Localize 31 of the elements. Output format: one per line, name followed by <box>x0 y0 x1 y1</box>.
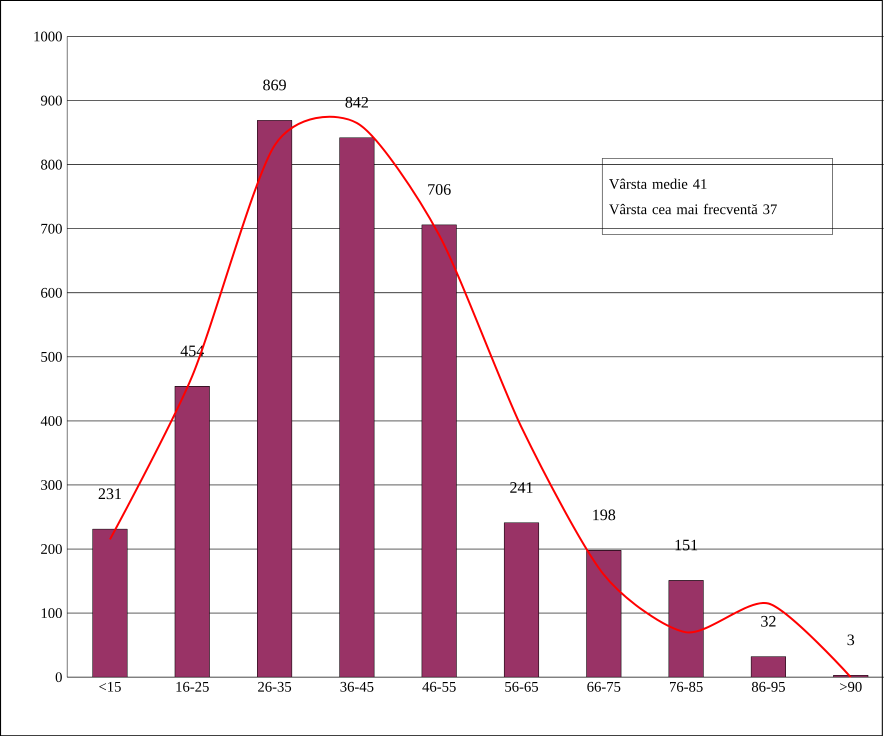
y-tick-label: 300 <box>41 480 62 490</box>
x-tick-label: 76-85 <box>670 682 703 692</box>
x-tick-label: 86-95 <box>752 682 785 692</box>
y-tick-label: 700 <box>41 224 62 234</box>
data-label: 869 <box>263 79 286 90</box>
x-tick-label: 66-75 <box>587 682 620 692</box>
x-tick-label: >90 <box>840 682 862 692</box>
data-label: 706 <box>428 184 451 195</box>
y-tick-label: 900 <box>40 95 62 106</box>
y-tick-label: 600 <box>41 288 62 298</box>
data-label: 32 <box>761 616 776 626</box>
y-tick-label: 1000 <box>34 31 62 42</box>
data-label: 151 <box>676 540 698 550</box>
y-tick-label: 0 <box>56 672 62 682</box>
x-tick-label: <15 <box>99 682 121 692</box>
y-tick-label: 400 <box>40 416 62 426</box>
data-label: 3 <box>848 634 854 646</box>
data-label: 231 <box>98 488 121 499</box>
x-tick-label: 16-25 <box>176 682 209 692</box>
x-tick-label: 56-65 <box>505 682 538 692</box>
y-tick-label: 800 <box>41 160 62 170</box>
y-tick-label: 500 <box>41 352 62 362</box>
annotation: Vârsta cea mai frecventă 37 <box>609 204 777 214</box>
annotation: Vârsta medie 41 <box>609 178 706 189</box>
x-tick-label: 26-35 <box>258 682 292 692</box>
data-label: 241 <box>510 482 533 493</box>
y-tick-label: 200 <box>41 544 62 554</box>
x-tick-label: 46-55 <box>422 682 456 692</box>
data-label: 198 <box>593 509 616 520</box>
y-tick-label: 100 <box>42 608 62 618</box>
x-tick-label: 36-45 <box>340 682 374 692</box>
